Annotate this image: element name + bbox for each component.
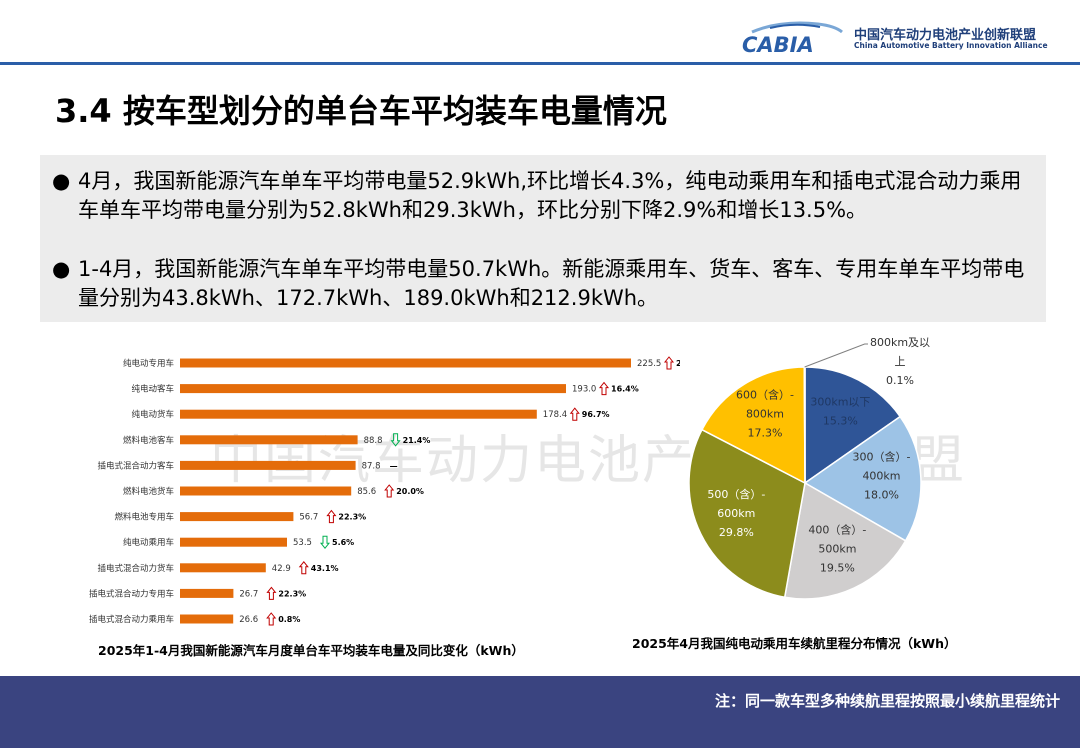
bar [180, 384, 566, 394]
bar-value-label: 178.4 [543, 410, 567, 420]
bar [180, 486, 352, 496]
pie-slice-label: 600（含）-800km 17.3% [736, 388, 794, 440]
pie-slice [783, 481, 907, 600]
bar-chart-title: 2025年1-4月我国新能源汽车月度单台车平均装车电量及同比变化（kWh） [98, 643, 524, 658]
bar-value-label: 88.8 [364, 436, 383, 446]
bar-change-label: 22.3% [278, 589, 306, 598]
cabia-logo-mark: CABIA [742, 21, 843, 56]
bar [180, 537, 287, 547]
bar-value-label: 26.6 [239, 615, 258, 625]
bar-category-label: 插电式混合动力专用车 [89, 588, 174, 599]
logo-text: CABIA [742, 33, 814, 56]
bar-category-label: 纯电动专用车 [123, 358, 174, 369]
down-arrow-icon [390, 433, 401, 447]
up-arrow-icon [266, 586, 277, 600]
summary-box: ● 4月，我国新能源汽车单车平均带电量52.9kWh,环比增长4.3%，纯电动乘… [40, 155, 1046, 322]
bar-value-label: 87.8 [362, 461, 381, 471]
cabia-logo: CABIA 中国汽车动力电池产业创新联盟 China Automotive Ba… [740, 14, 1070, 56]
bar-change-label: 0.8% [278, 615, 300, 624]
bar-category-label: 纯电动货车 [131, 409, 174, 420]
bar-value-label: 85.6 [357, 487, 376, 497]
bar-value-label: 42.9 [272, 564, 291, 574]
pie-slice [804, 366, 902, 485]
bar-category-label: 插电式混合动力乘用车 [89, 614, 174, 625]
summary-point-2: 1-4月，我国新能源汽车单车平均带电量50.7kWh。新能源乘用车、货车、客车、… [78, 257, 1025, 310]
pie-slice [803, 415, 922, 542]
pie-slice-label: 400（含）-500km 19.5% [808, 522, 866, 574]
pie-slice-label: 500（含）-600km 29.8% [707, 487, 765, 539]
pie-slice [803, 366, 806, 484]
bar-category-label: 插电式混合动力客车 [97, 460, 174, 471]
footer-note: 注：同一款车型多种续航里程按照最小续航里程统计 [714, 692, 1060, 710]
bar [180, 409, 537, 419]
bar-change-label: 22.3% [338, 513, 366, 522]
bar-category-label: 纯电动乘用车 [123, 537, 174, 548]
pie-chart-title: 2025年4月我国纯电动乘用车续航里程分布情况（kWh） [632, 636, 957, 651]
bar-change-label: 16.4% [611, 385, 639, 394]
bar [180, 614, 234, 624]
pie-slice-label: 800km及以上 0.1% [870, 336, 930, 387]
up-arrow-icon [298, 560, 309, 575]
pie-chart: 300km以下 15.3% 300（含）-400km 18.0% 400（含）-500k… [688, 336, 930, 600]
bar [180, 460, 356, 470]
bar-value-label: 26.7 [239, 589, 258, 599]
bar-change-label: 96.7% [582, 410, 610, 419]
bar-chart: 纯电动专用车 225.5 27.9% 纯电动客车 193.0 16.4% 纯电动货车 178.… [89, 356, 680, 626]
bar-change-label: 43.1% [311, 564, 339, 573]
summary-point-1: 4月，我国新能源汽车单车平均带电量52.9kWh,环比增长4.3%，纯电动乘用车… [78, 169, 1022, 222]
org-name-cn: 中国汽车动力电池产业创新联盟 [854, 28, 1037, 43]
bar-value-label: 53.5 [293, 538, 312, 548]
bar-category-label: 燃料电池货车 [123, 486, 174, 497]
up-arrow-icon [266, 612, 277, 626]
page-title: 3.4 按车型划分的单台车平均装车电量情况 [55, 92, 667, 130]
up-arrow-icon [384, 484, 395, 498]
up-arrow-icon [569, 407, 580, 421]
bullet-1: ● [52, 169, 71, 193]
bar [180, 563, 266, 573]
bullet-2: ● [52, 257, 71, 281]
bar [180, 588, 234, 598]
footer-bar: 注：同一款车型多种续航里程按照最小续航里程统计 [0, 676, 1080, 748]
org-name-en: China Automotive Battery Innovation Alli… [854, 41, 1048, 50]
pie-slice-label: 300（含）-400km 18.0% [853, 450, 911, 502]
up-arrow-icon [663, 356, 675, 370]
header-divider [0, 62, 1080, 65]
bar-category-label: 燃料电池客车 [123, 435, 174, 446]
bar-change-label: 5.6% [332, 538, 354, 547]
bar-change-label: 27.9% [676, 359, 680, 368]
bar-value-label: 225.5 [637, 359, 661, 369]
up-arrow-icon [326, 509, 337, 524]
bar-category-label: 纯电动客车 [131, 384, 174, 395]
bar-value-label: 56.7 [299, 513, 318, 523]
bar-change-label: 20.0% [396, 487, 424, 496]
up-arrow-icon [598, 381, 610, 396]
pie-leader-line [804, 343, 868, 368]
bar-value-label: 193.0 [572, 385, 596, 395]
bar-category-label: 插电式混合动力货车 [97, 563, 174, 574]
bar [180, 512, 294, 522]
pie-slice [700, 366, 806, 485]
bar-change-label: 21.4% [403, 436, 431, 445]
bar-category-label: 燃料电池专用车 [114, 512, 174, 523]
bar [180, 435, 358, 445]
pie-slice-label: 300km以下 15.3% [810, 396, 870, 428]
down-arrow-icon [319, 535, 331, 550]
bar-change-label: — [390, 461, 398, 470]
pie-slice [688, 428, 806, 599]
bar [180, 358, 631, 368]
